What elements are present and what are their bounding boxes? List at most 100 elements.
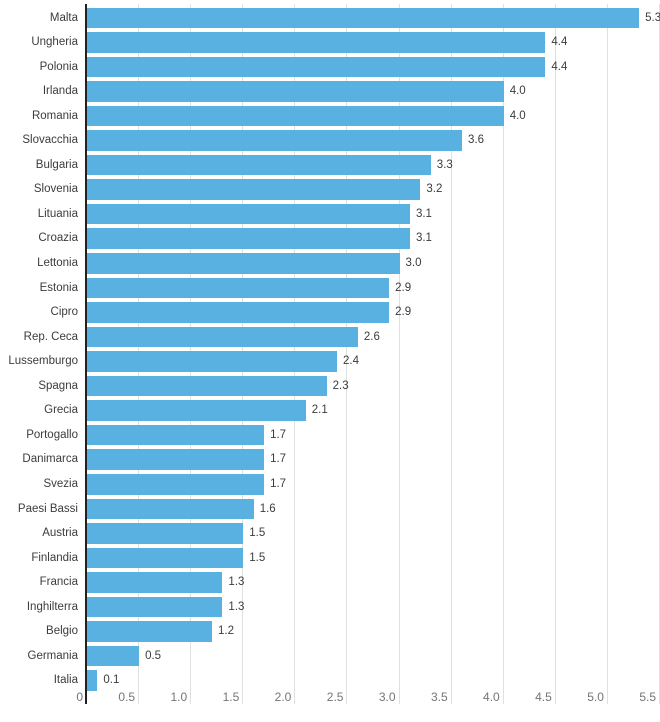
value-label: 3.3	[436, 158, 453, 171]
gridline	[398, 4, 400, 704]
category-label: Paesi Bassi	[17, 502, 78, 515]
bar[interactable]	[87, 326, 358, 348]
bar[interactable]	[87, 572, 223, 593]
category-label: Lettonia	[37, 257, 78, 269]
value-label: 0.5	[145, 649, 162, 662]
bar[interactable]	[87, 56, 546, 78]
value-label: 4.0	[509, 85, 526, 98]
bar[interactable]	[87, 449, 265, 470]
x-tick-label: 3.5	[430, 690, 448, 704]
x-tick-label: 3.0	[378, 690, 396, 704]
x-tick-label: 1.5	[222, 690, 240, 704]
category-label: Grecia	[44, 404, 78, 417]
value-label: 0.1	[103, 674, 120, 687]
x-tick-label: 2.5	[326, 690, 344, 704]
x-tick-label: 0	[76, 690, 83, 704]
x-tick-label: 1.0	[170, 690, 188, 704]
bar[interactable]	[87, 645, 140, 667]
bar[interactable]	[87, 105, 504, 127]
value-label: 3.1	[415, 207, 432, 220]
value-label: 1.5	[249, 527, 266, 540]
x-tick-label: 5.5	[639, 690, 656, 704]
value-label: 3.6	[468, 134, 485, 147]
category-label: Ungheria	[31, 36, 78, 49]
value-label: 1.2	[218, 625, 235, 638]
category-label: Francia	[39, 576, 78, 589]
x-tick-label: 2.0	[274, 690, 292, 704]
category-label: Danimarca	[22, 453, 78, 466]
x-tick-label: 0.5	[118, 690, 136, 704]
bar[interactable]	[87, 400, 306, 421]
bar[interactable]	[87, 547, 244, 569]
value-label: 1.3	[228, 600, 245, 613]
category-label: Slovenia	[33, 183, 78, 196]
bar[interactable]	[87, 670, 98, 691]
value-label: 1.7	[270, 428, 287, 441]
bar[interactable]	[87, 228, 410, 250]
value-label: 1.3	[228, 576, 245, 589]
category-label: Lituania	[37, 207, 78, 220]
category-label: Lussemburgo	[8, 355, 78, 368]
value-label: 5.3	[645, 11, 660, 24]
gridline	[346, 4, 348, 704]
bar[interactable]	[87, 32, 546, 53]
bar[interactable]	[87, 596, 223, 618]
category-label: Belgio	[46, 625, 78, 638]
value-label: 1.5	[249, 551, 266, 564]
gridline	[554, 4, 556, 704]
bar[interactable]	[87, 7, 640, 29]
value-label: 3.2	[426, 183, 443, 196]
bar[interactable]	[87, 302, 390, 323]
bar[interactable]	[87, 130, 463, 151]
category-label: Rep. Ceca	[23, 330, 78, 343]
category-label: Slovacchia	[22, 134, 78, 147]
bar[interactable]	[87, 473, 265, 495]
category-label: Polonia	[39, 60, 78, 73]
value-label: 4.4	[551, 60, 568, 73]
category-label: Portogallo	[26, 428, 78, 441]
category-label: Cipro	[50, 306, 78, 319]
category-label: Italia	[53, 674, 78, 687]
category-label: Austria	[42, 527, 78, 540]
value-label: 4.0	[509, 109, 526, 122]
value-label: 2.9	[395, 306, 412, 319]
value-label: 2.6	[363, 330, 380, 343]
category-label: Svezia	[43, 477, 78, 490]
bar[interactable]	[87, 179, 421, 200]
bar[interactable]	[87, 498, 254, 520]
category-label: Spagna	[38, 379, 78, 392]
category-label: Inghilterra	[26, 600, 78, 613]
value-label: 1.7	[270, 453, 287, 466]
bar[interactable]	[87, 351, 338, 372]
x-tick-label: 4.0	[483, 690, 500, 704]
bar[interactable]	[87, 154, 431, 176]
gridline	[502, 4, 504, 704]
value-label: 1.7	[270, 477, 287, 490]
value-label: 3.0	[405, 257, 422, 269]
category-label: Estonia	[39, 281, 78, 294]
y-axis-line	[85, 4, 87, 704]
bar[interactable]	[87, 375, 327, 397]
value-label: 2.4	[343, 355, 360, 368]
bar[interactable]	[87, 277, 390, 299]
category-label: Romania	[31, 109, 78, 122]
category-label: Croazia	[38, 232, 78, 245]
category-label: Germania	[27, 649, 79, 662]
value-label: 2.3	[332, 379, 349, 392]
x-tick-label: 5.0	[587, 690, 604, 704]
bar[interactable]	[87, 81, 504, 102]
value-label: 2.1	[311, 404, 328, 417]
value-label: 4.4	[551, 36, 568, 49]
value-label: 3.1	[415, 232, 432, 245]
bar[interactable]	[87, 523, 244, 544]
bar[interactable]	[87, 424, 265, 446]
x-tick-label: 4.5	[535, 690, 552, 704]
bar[interactable]	[87, 253, 400, 274]
bar[interactable]	[87, 621, 213, 642]
bar[interactable]	[87, 203, 410, 225]
value-label: 1.6	[259, 502, 276, 515]
category-label: Finlandia	[31, 551, 78, 564]
value-label: 2.9	[395, 281, 412, 294]
gridline	[606, 4, 608, 704]
